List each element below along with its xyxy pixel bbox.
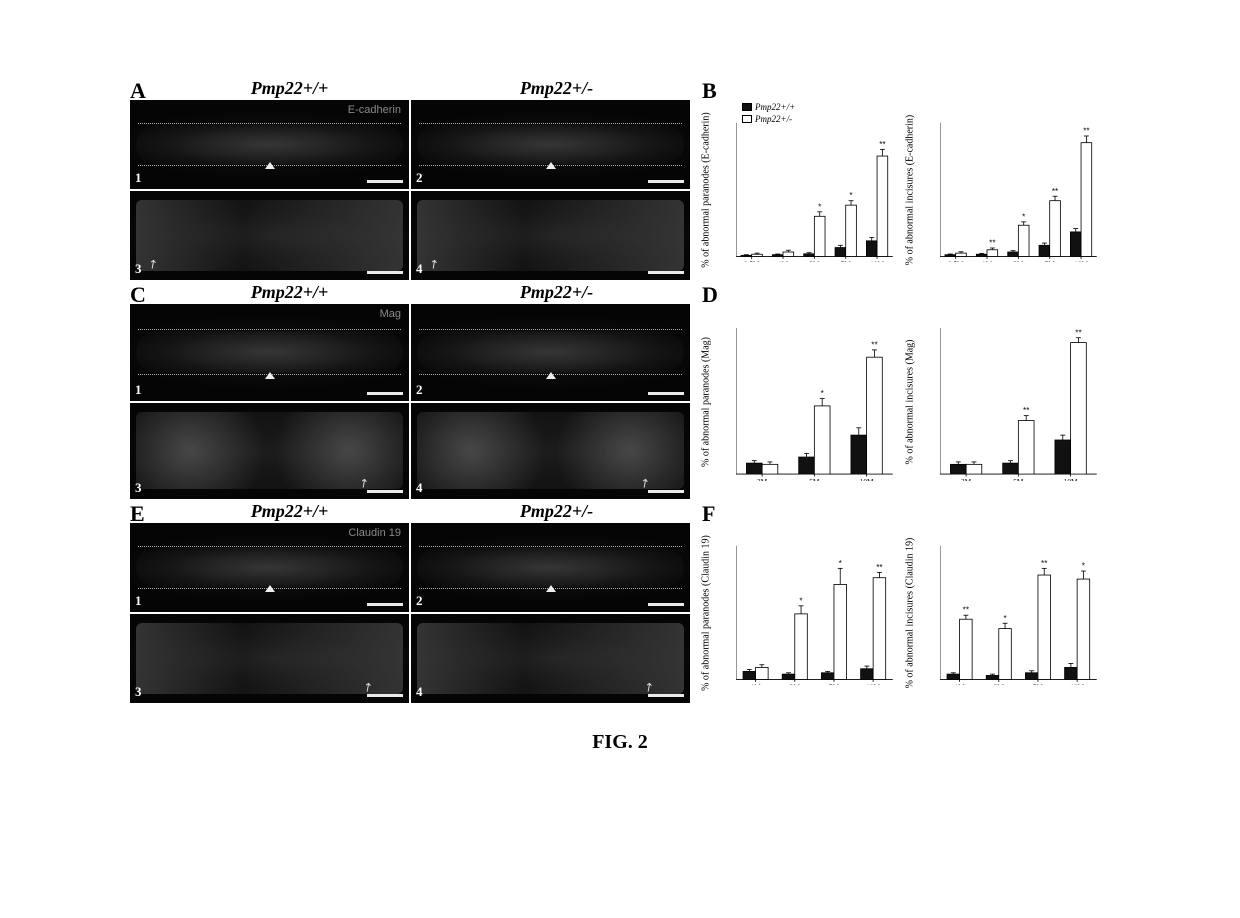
svg-text:*: * bbox=[839, 559, 843, 568]
chart-b-right: % of abnormal incisures (E-cadherin) 020… bbox=[906, 100, 1102, 280]
svg-text:10M: 10M bbox=[870, 259, 884, 262]
micrograph-a2: 2 bbox=[411, 100, 690, 189]
micrograph-c4: ↗ 4 bbox=[411, 403, 690, 500]
svg-text:3M: 3M bbox=[1013, 259, 1024, 262]
svg-text:*: * bbox=[821, 389, 825, 398]
svg-text:10M: 10M bbox=[860, 477, 874, 481]
svg-text:**: ** bbox=[963, 606, 970, 615]
svg-text:0.5M: 0.5M bbox=[744, 259, 760, 262]
svg-text:10M: 10M bbox=[1070, 682, 1084, 685]
genotype-labels-a: Pmp22+/+ Pmp22+/- bbox=[156, 78, 690, 99]
svg-text:*: * bbox=[799, 596, 803, 605]
panel-a: A Pmp22+/+ Pmp22+/- E-cadherin 1 bbox=[130, 100, 690, 280]
svg-text:3M: 3M bbox=[757, 477, 768, 481]
svg-text:1M: 1M bbox=[778, 259, 789, 262]
svg-text:*: * bbox=[1003, 614, 1007, 623]
figure-2: A Pmp22+/+ Pmp22+/- E-cadherin 1 bbox=[130, 100, 1110, 754]
ylabel: % of abnormal paranodes (E-cadherin) bbox=[701, 110, 712, 270]
panel-e: E Pmp22+/+ Pmp22+/- Claudin 19 1 bbox=[130, 523, 690, 703]
charts-b: Pmp22+/+ Pmp22+/- % of abnormal paranode… bbox=[702, 100, 1102, 280]
genotype-het: Pmp22+/- bbox=[423, 78, 690, 99]
svg-text:**: ** bbox=[1023, 406, 1030, 415]
svg-text:1M: 1M bbox=[982, 259, 993, 262]
micrograph-c3: ↗ 3 bbox=[130, 403, 409, 500]
svg-text:5M: 5M bbox=[809, 477, 820, 481]
micrograph-grid-c: Mag 1 2 ↗ 3 bbox=[130, 304, 690, 499]
charts-d: % of abnormal paranodes (Mag) 02040603M*… bbox=[702, 304, 1102, 499]
micrograph-c2: 2 bbox=[411, 304, 690, 401]
legend: Pmp22+/+ Pmp22+/- bbox=[742, 102, 795, 126]
panel-b: B Pmp22+/+ Pmp22+/- % of abnormal parano… bbox=[702, 100, 1102, 280]
micrograph-e1: Claudin 19 1 bbox=[130, 523, 409, 612]
svg-text:3M: 3M bbox=[790, 682, 801, 685]
genotype-wt: Pmp22+/+ bbox=[156, 78, 423, 99]
svg-text:*: * bbox=[1022, 212, 1026, 221]
svg-text:10M: 10M bbox=[1064, 477, 1078, 481]
svg-text:3M: 3M bbox=[961, 477, 972, 481]
svg-text:**: ** bbox=[879, 140, 886, 149]
svg-text:*: * bbox=[1082, 562, 1086, 571]
svg-text:3M: 3M bbox=[809, 259, 820, 262]
svg-text:**: ** bbox=[1041, 559, 1048, 568]
micrograph-grid-a: E-cadherin 1 2 ↗ 3 bbox=[130, 100, 690, 280]
svg-text:**: ** bbox=[876, 563, 883, 572]
panel-d: D % of abnormal paranodes (Mag) 02040603… bbox=[702, 304, 1102, 499]
chart-b-left: Pmp22+/+ Pmp22+/- % of abnormal paranode… bbox=[702, 100, 898, 280]
micrograph-a1: E-cadherin 1 bbox=[130, 100, 409, 189]
chart-f-left: % of abnormal paranodes (Claudin 19) 020… bbox=[702, 523, 898, 703]
svg-text:0.5M: 0.5M bbox=[948, 259, 964, 262]
micrograph-a3: ↗ 3 bbox=[130, 191, 409, 280]
svg-text:3M: 3M bbox=[994, 682, 1005, 685]
chart-d-right: % of abnormal incisures (Mag) 02040603M*… bbox=[906, 304, 1102, 499]
charts-f: % of abnormal paranodes (Claudin 19) 020… bbox=[702, 523, 1102, 703]
svg-text:5M: 5M bbox=[1045, 259, 1056, 262]
chart-d-left: % of abnormal paranodes (Mag) 02040603M*… bbox=[702, 304, 898, 499]
micrograph-c1: Mag 1 bbox=[130, 304, 409, 401]
micrograph-e3: ↗ 3 bbox=[130, 614, 409, 703]
svg-text:*: * bbox=[818, 202, 822, 211]
micrograph-a4: ↗ 4 bbox=[411, 191, 690, 280]
svg-text:10M: 10M bbox=[1074, 259, 1088, 262]
panel-f: F % of abnormal paranodes (Claudin 19) 0… bbox=[702, 523, 1102, 703]
row-ef: E Pmp22+/+ Pmp22+/- Claudin 19 1 bbox=[130, 523, 1110, 703]
micrograph-e4: ↗ 4 bbox=[411, 614, 690, 703]
row-ab: A Pmp22+/+ Pmp22+/- E-cadherin 1 bbox=[130, 100, 1110, 280]
ylabel: % of abnormal incisures (E-cadherin) bbox=[905, 110, 916, 270]
svg-text:5M: 5M bbox=[1033, 682, 1044, 685]
svg-text:1M: 1M bbox=[750, 682, 761, 685]
svg-text:**: ** bbox=[1083, 127, 1090, 136]
genotype-labels-c: Pmp22+/+ Pmp22+/- bbox=[156, 282, 690, 303]
svg-text:5M: 5M bbox=[841, 259, 852, 262]
svg-text:5M: 5M bbox=[829, 682, 840, 685]
figure-caption: FIG. 2 bbox=[130, 731, 1110, 754]
micrograph-grid-e: Claudin 19 1 2 ↗ 3 bbox=[130, 523, 690, 703]
svg-text:1M: 1M bbox=[954, 682, 965, 685]
stain-label: E-cadherin bbox=[348, 104, 401, 116]
row-cd: C Pmp22+/+ Pmp22+/- Mag 1 2 bbox=[130, 304, 1110, 499]
micrograph-e2: 2 bbox=[411, 523, 690, 612]
svg-text:5M: 5M bbox=[1013, 477, 1024, 481]
svg-text:**: ** bbox=[989, 239, 996, 248]
chart-f-right: % of abnormal incisures (Claudin 19) 020… bbox=[906, 523, 1102, 703]
svg-text:**: ** bbox=[1075, 328, 1082, 337]
scalebar bbox=[367, 180, 403, 183]
svg-text:**: ** bbox=[1052, 187, 1059, 196]
svg-text:**: ** bbox=[871, 340, 878, 349]
panel-c: C Pmp22+/+ Pmp22+/- Mag 1 2 bbox=[130, 304, 690, 499]
svg-text:10M: 10M bbox=[866, 682, 880, 685]
svg-text:*: * bbox=[849, 191, 853, 200]
